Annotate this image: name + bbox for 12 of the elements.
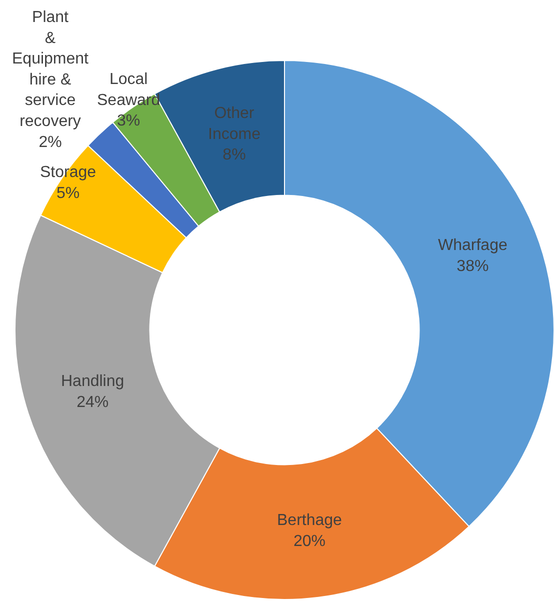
slice-label: Plant & Equipment hire & service recovery	[12, 9, 90, 130]
data-label: 8%	[222, 146, 246, 164]
slice-label: Berthage	[277, 512, 342, 529]
slice-label: Wharfage	[438, 237, 508, 254]
slice-label: Handling	[61, 373, 124, 390]
data-label: 24%	[76, 394, 109, 411]
data-label: 2%	[38, 134, 62, 151]
data-label: 3%	[117, 112, 140, 130]
data-label: 20%	[293, 532, 326, 550]
data-label: 38%	[456, 258, 489, 275]
data-label: 5%	[56, 184, 80, 202]
slice-label: Other Income	[208, 105, 261, 143]
